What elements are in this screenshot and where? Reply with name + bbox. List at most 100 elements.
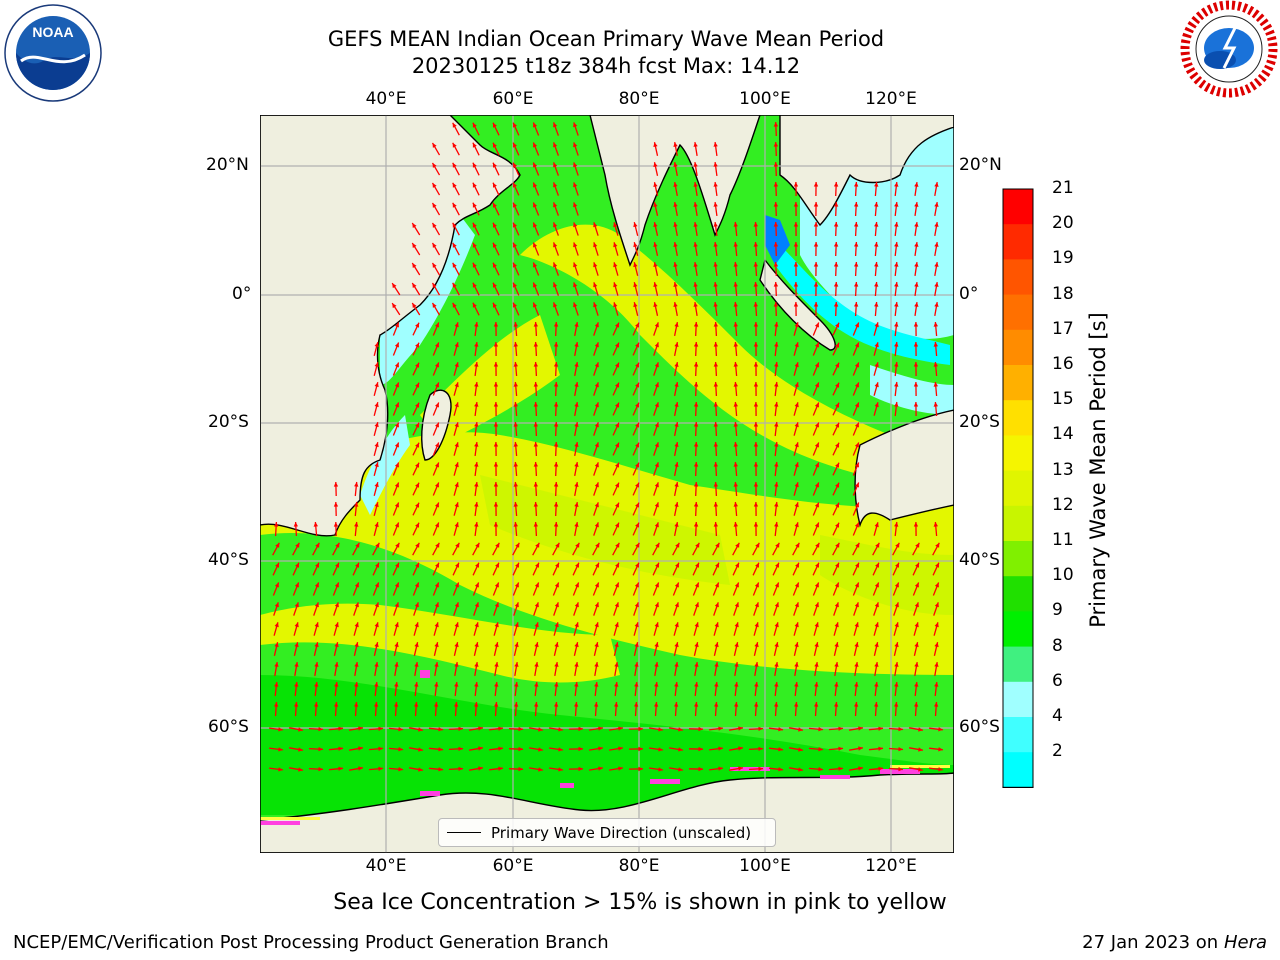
wave-arrow-head [533, 202, 538, 208]
wave-arrow-head [574, 622, 579, 628]
wave-arrow-head [714, 602, 719, 608]
wave-arrow-head [392, 303, 397, 309]
wave-arrow-head [513, 142, 517, 148]
wave-arrow-head [553, 422, 559, 427]
wave-arrow-head [834, 702, 839, 707]
wave-arrow-head [454, 622, 459, 628]
colorbar-segment [1003, 294, 1033, 331]
wave-arrow-head [533, 142, 538, 148]
wave-arrow-head [833, 222, 839, 227]
wave-arrow-head [554, 682, 559, 687]
wave-arrow-head [573, 222, 578, 228]
wave-arrow-head [334, 622, 339, 628]
wave-arrow-head [658, 767, 663, 772]
wave-arrow-head [914, 622, 919, 628]
wave-arrow-head [833, 182, 839, 187]
wave-arrow-head [415, 322, 419, 328]
wave-arrow-head [638, 726, 643, 732]
wave-arrow-head [654, 442, 659, 448]
wave-arrow-head [814, 462, 819, 468]
lat-tick-left: 40°S [208, 550, 249, 570]
wave-arrow-head [314, 622, 319, 628]
wave-arrow-head [674, 382, 679, 387]
wave-arrow-head [574, 682, 579, 687]
wave-arrow-head [818, 747, 823, 752]
wave-period-map [260, 115, 954, 853]
wave-arrow-head [432, 162, 437, 168]
wave-arrow-head [274, 662, 279, 667]
wave-arrow-head [633, 222, 638, 228]
wave-arrow-head [754, 702, 759, 707]
wave-arrow-head [513, 322, 518, 327]
wave-arrow-head [914, 222, 919, 227]
wave-arrow-head [758, 746, 763, 751]
wave-arrow-head [633, 282, 638, 288]
wave-arrow-head [432, 282, 437, 288]
wave-arrow-head [678, 747, 683, 752]
colorbar-segment [1003, 400, 1033, 436]
wave-arrow-head [678, 767, 683, 772]
wave-arrow-head [714, 622, 719, 628]
wave-arrow-head [654, 362, 659, 368]
wave-arrow-head [894, 302, 899, 307]
wave-arrow-head [798, 747, 803, 752]
wave-arrow-head [874, 242, 879, 247]
wave-arrow-head [915, 562, 919, 568]
wave-arrow-head [398, 747, 403, 752]
wave-arrow-head [513, 502, 518, 507]
map-subtitle: 20230125 t18z 384h fcst Max: 14.12 [411, 54, 801, 78]
wave-arrow-head [813, 182, 819, 187]
wave-arrow-head [574, 442, 579, 447]
wave-arrow-head [294, 622, 299, 628]
wave-arrow-head [613, 262, 618, 268]
wave-arrow-head [674, 642, 679, 648]
wave-arrow-head [458, 726, 463, 731]
wave-arrow-head [534, 602, 539, 608]
wave-arrow-head [513, 242, 517, 248]
wave-arrow-head [313, 522, 318, 527]
wave-arrow-head [354, 522, 359, 527]
wave-arrow-head [874, 182, 879, 187]
wave-arrow-head [494, 582, 499, 588]
wave-arrow-head [634, 622, 639, 628]
wave-arrow-head [674, 622, 679, 628]
wave-arrow-head [394, 622, 399, 628]
wave-arrow-head [314, 602, 319, 608]
wave-arrow-head [674, 502, 679, 507]
wave-arrow-head [854, 602, 859, 608]
wave-arrow-head [814, 522, 819, 528]
wave-arrow-head [513, 442, 518, 447]
wave-arrow-head [838, 726, 843, 731]
wave-arrow-head [594, 602, 599, 608]
wave-arrow-head [673, 262, 678, 267]
wave-arrow-head [415, 382, 419, 388]
wave-arrow-head [733, 302, 738, 307]
wave-arrow-head [394, 362, 399, 368]
wave-arrow-head [274, 642, 279, 648]
wave-arrow-head [833, 262, 839, 267]
wave-arrow-head [432, 202, 437, 208]
wave-arrow-head [754, 582, 759, 588]
wave-arrow-head [814, 322, 819, 328]
colorbar-segment [1003, 470, 1033, 507]
wave-arrow-head [434, 602, 439, 608]
wave-arrow-head [414, 622, 419, 628]
wave-arrow-head [454, 702, 459, 707]
wave-arrow-head [874, 342, 879, 348]
wave-arrow-head [293, 522, 298, 527]
wave-arrow-head [594, 662, 599, 667]
wave-arrow-head [493, 482, 499, 487]
wave-arrow-head [714, 662, 719, 667]
colorbar-segment [1003, 329, 1033, 366]
wave-arrow-head [514, 682, 519, 687]
wave-arrow-head [533, 302, 538, 308]
wave-arrow-head [658, 747, 663, 752]
wave-arrow-head [753, 522, 759, 527]
wave-arrow-head [454, 322, 459, 328]
wave-arrow-head [733, 442, 738, 447]
wave-arrow-head [498, 766, 503, 771]
wave-arrow-head [735, 542, 740, 548]
wave-arrow-head [314, 662, 319, 667]
wave-arrow-head [594, 502, 599, 508]
wave-arrow-head [734, 582, 739, 588]
